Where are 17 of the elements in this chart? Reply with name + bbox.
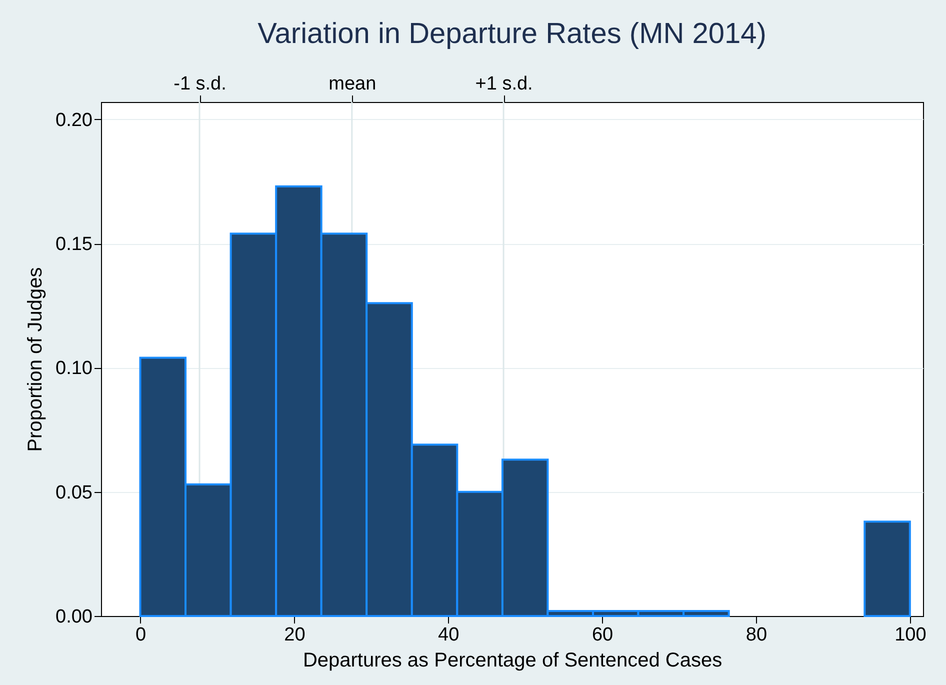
x-tick-label: 0 xyxy=(135,624,146,646)
y-axis-title: Proportion of Judges xyxy=(24,267,47,452)
y-tick-label: 0.15 xyxy=(56,234,92,256)
x-axis-title: Departures as Percentage of Sentenced Cases xyxy=(302,650,722,672)
y-tick-label: 0.00 xyxy=(56,606,92,628)
ref-line-label: +1 s.d. xyxy=(475,74,533,94)
ref-line-label: mean xyxy=(328,74,376,94)
y-tick-label: 0.05 xyxy=(56,482,92,504)
x-tick-label: 80 xyxy=(746,624,768,646)
x-tick-label: 40 xyxy=(438,624,460,646)
x-tick-label: 60 xyxy=(592,624,614,646)
x-tick-label: 20 xyxy=(284,624,306,646)
y-tick-label: 0.20 xyxy=(56,110,92,131)
ref-line-label: -1 s.d. xyxy=(174,74,226,94)
x-tick-label: 100 xyxy=(894,624,926,646)
y-tick-label: 0.10 xyxy=(56,358,92,380)
chart-title: Variation in Departure Rates (MN 2014) xyxy=(258,18,766,50)
